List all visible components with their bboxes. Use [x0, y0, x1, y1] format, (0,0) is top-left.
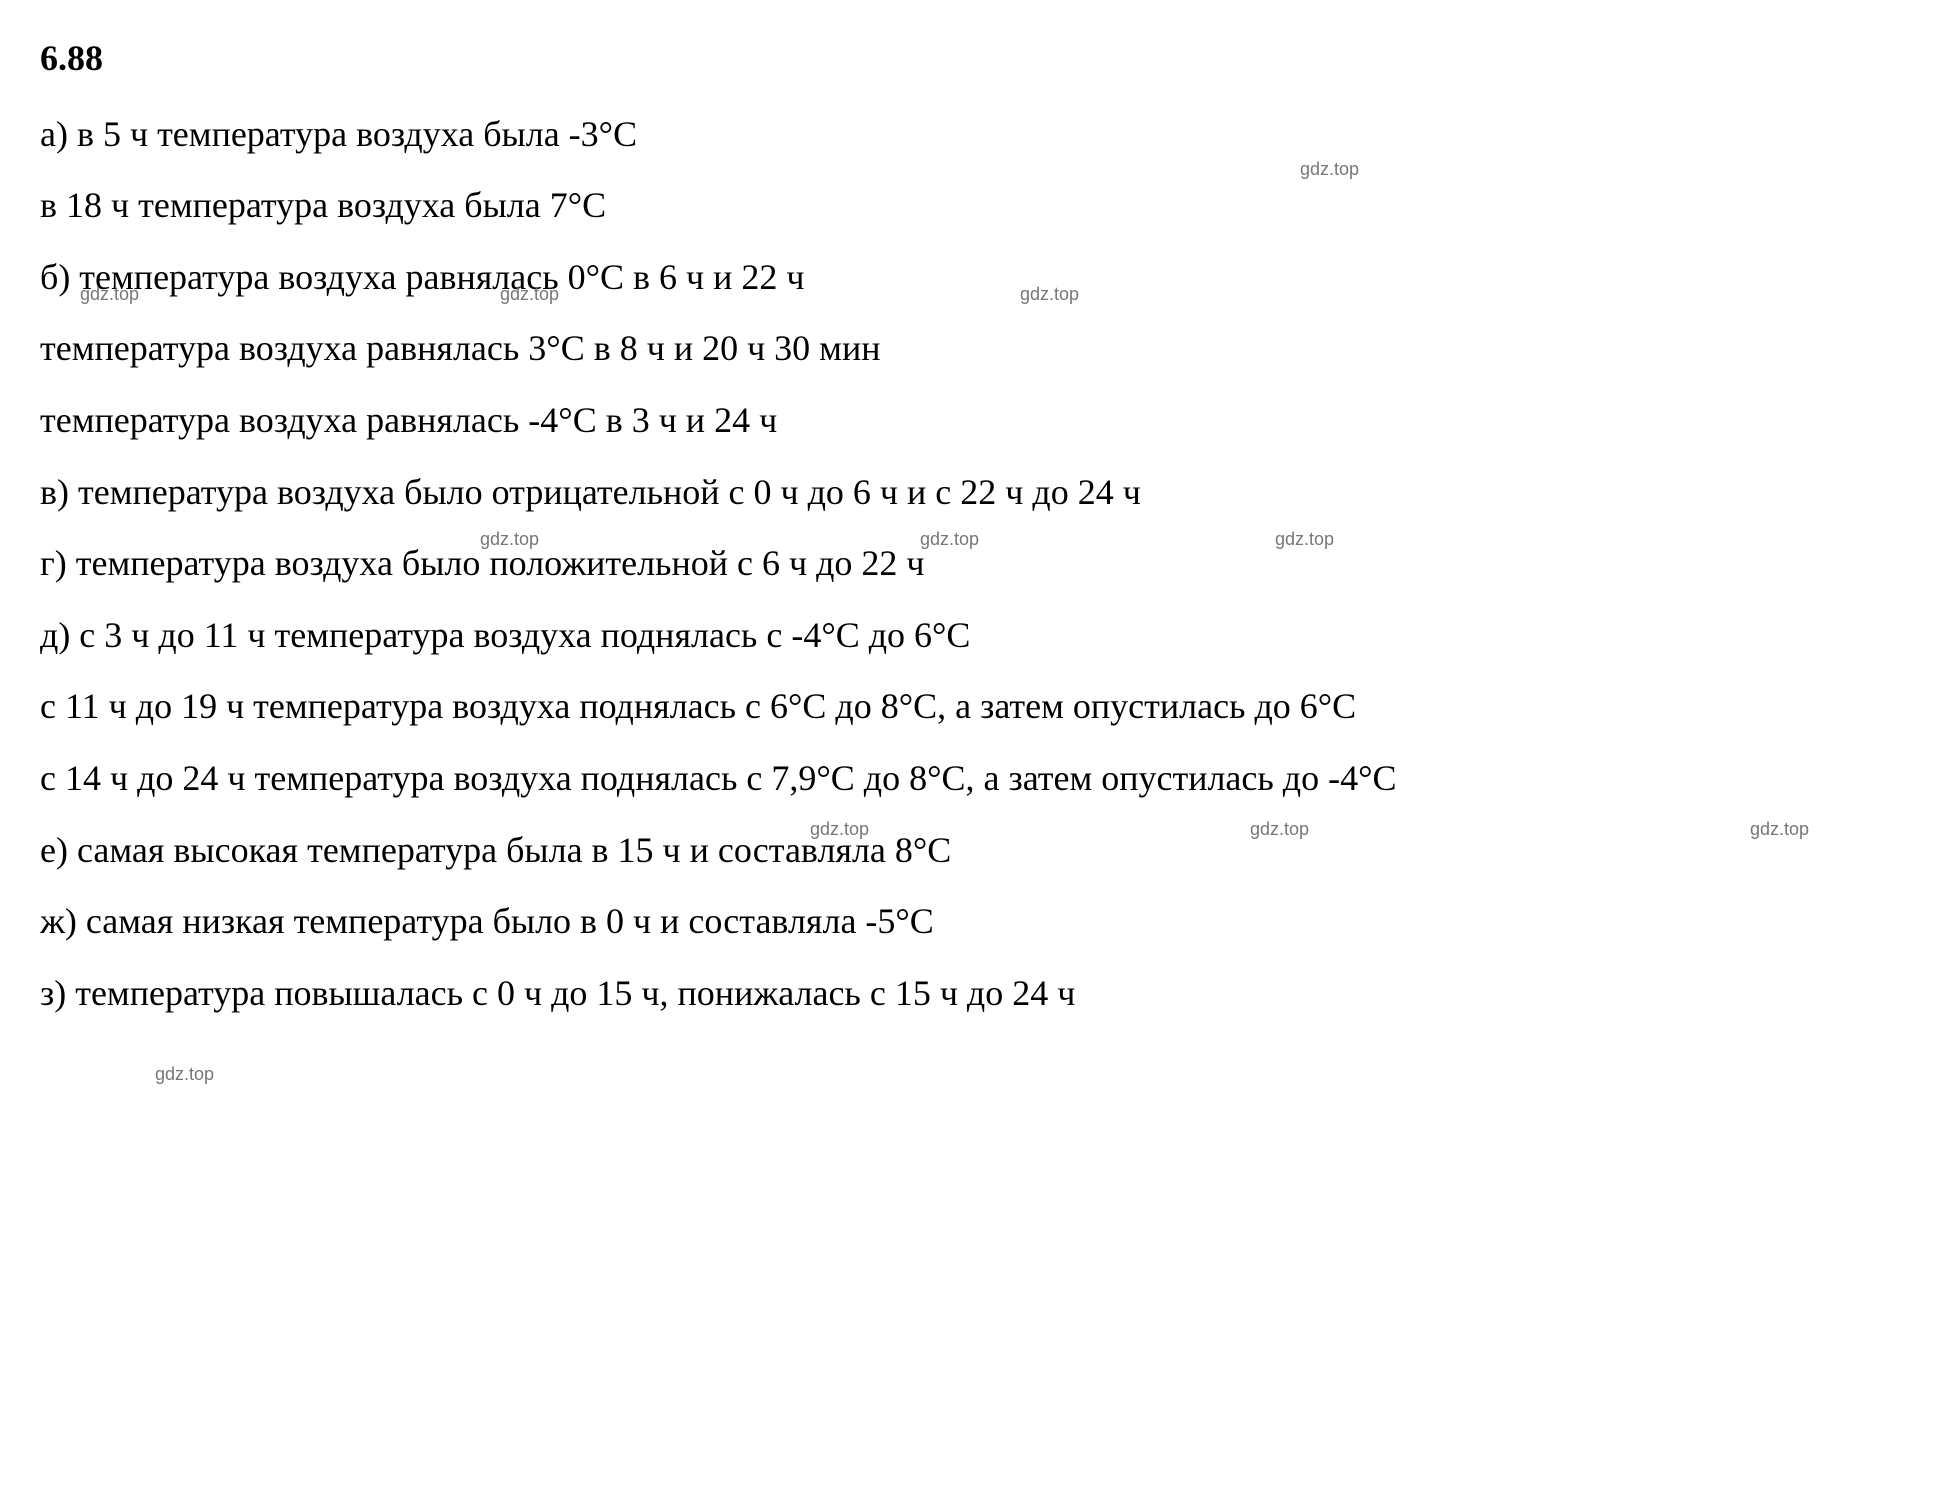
text-line: а) в 5 ч температура воздуха была -3°C: [40, 106, 1917, 164]
text-line: с 11 ч до 19 ч температура воздуха подня…: [40, 678, 1917, 736]
watermark: gdz.top: [500, 280, 559, 309]
watermark: gdz.top: [1275, 525, 1334, 554]
watermark: gdz.top: [810, 815, 869, 844]
text-line: температура воздуха равнялась -4°C в 3 ч…: [40, 392, 1917, 450]
text-line: д) с 3 ч до 11 ч температура воздуха под…: [40, 607, 1917, 665]
watermark: gdz.top: [920, 525, 979, 554]
text-line: е) самая высокая температура была в 15 ч…: [40, 822, 1917, 880]
text-line: температура воздуха равнялась 3°C в 8 ч …: [40, 320, 1917, 378]
text-line: б) температура воздуха равнялась 0°C в 6…: [40, 249, 1917, 307]
watermark: gdz.top: [80, 280, 139, 309]
watermark: gdz.top: [1750, 815, 1809, 844]
watermark: gdz.top: [155, 1060, 214, 1089]
watermark: gdz.top: [1020, 280, 1079, 309]
watermark: gdz.top: [1250, 815, 1309, 844]
watermark: gdz.top: [1300, 155, 1359, 184]
text-line: в) температура воздуха было отрицательно…: [40, 464, 1917, 522]
text-line: с 14 ч до 24 ч температура воздуха подня…: [40, 750, 1917, 808]
text-line: з) температура повышалась с 0 ч до 15 ч,…: [40, 965, 1917, 1023]
problem-number: 6.88: [40, 30, 1917, 88]
text-line: в 18 ч температура воздуха была 7°C: [40, 177, 1917, 235]
text-line: ж) самая низкая температура было в 0 ч и…: [40, 893, 1917, 951]
watermark: gdz.top: [480, 525, 539, 554]
